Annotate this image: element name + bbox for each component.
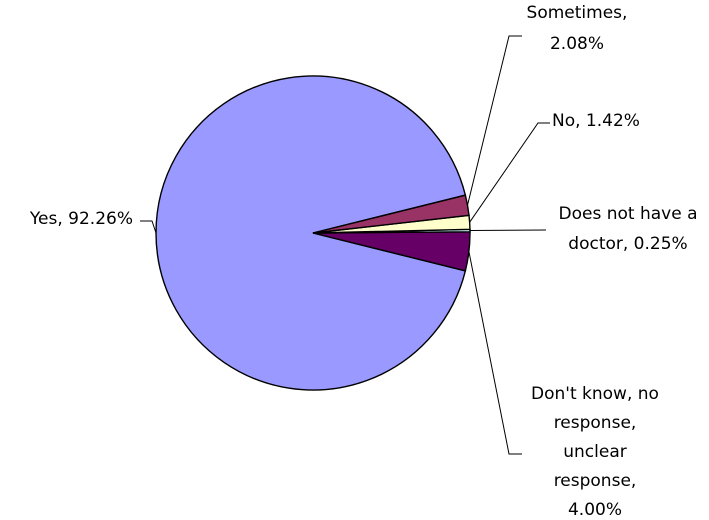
leader-lines	[140, 35, 550, 455]
leader-line-0	[140, 220, 157, 234]
data-label-4-line-1: response,	[554, 413, 637, 433]
data-label-1: Sometimes, 2.08%	[527, 3, 628, 54]
data-label-0: Yes, 92.26%	[29, 209, 133, 229]
data-label-3-line-1: doctor, 0.25%	[568, 234, 687, 254]
data-label-4-line-0: Don't know, no	[531, 384, 659, 404]
data-label-4: Don't know, no response, unclear response, 4…	[531, 384, 659, 520]
data-label-0-line-0: Yes, 92.26%	[29, 209, 133, 229]
data-label-4-line-4: 4.00%	[568, 500, 622, 520]
data-label-2: No, 1.42%	[552, 111, 640, 131]
data-label-4-line-2: unclear	[563, 442, 626, 462]
data-label-2-line-0: No, 1.42%	[552, 111, 640, 131]
data-label-3: Does not have a doctor, 0.25%	[559, 204, 698, 254]
pie-slices	[155, 75, 471, 391]
data-label-3-line-0: Does not have a	[559, 204, 698, 224]
leader-line-1	[467, 35, 522, 206]
data-label-1-line-1: 2.08%	[550, 34, 604, 54]
leader-line-4	[468, 251, 522, 455]
leader-line-3	[469, 229, 547, 231]
data-label-1-line-0: Sometimes,	[527, 3, 628, 23]
leader-line-2	[469, 122, 550, 223]
data-labels: Yes, 92.26% Sometimes, 2.08% No, 1.42% Does …	[29, 3, 698, 520]
data-label-4-line-3: response,	[554, 471, 637, 491]
pie-slice-0	[155, 75, 467, 391]
